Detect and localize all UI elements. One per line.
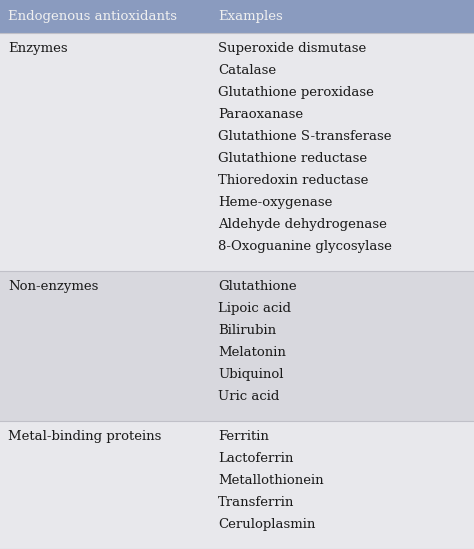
Text: 8-Oxoguanine glycosylase: 8-Oxoguanine glycosylase: [218, 240, 392, 253]
Text: Ubiquinol: Ubiquinol: [218, 368, 283, 381]
Text: Lipoic acid: Lipoic acid: [218, 302, 291, 315]
Text: Superoxide dismutase: Superoxide dismutase: [218, 42, 366, 55]
Text: Endogenous antioxidants: Endogenous antioxidants: [8, 10, 177, 23]
Bar: [0, 421, 474, 549]
Text: Metal-binding proteins: Metal-binding proteins: [8, 430, 161, 443]
Text: Melatonin: Melatonin: [218, 346, 286, 359]
Text: Paraoxanase: Paraoxanase: [218, 108, 303, 121]
Text: Glutathione: Glutathione: [218, 280, 297, 293]
Text: Lactoferrin: Lactoferrin: [218, 452, 293, 465]
Bar: [0, 271, 474, 421]
Text: Heme-oxygenase: Heme-oxygenase: [218, 196, 332, 209]
Text: Uric acid: Uric acid: [218, 390, 279, 403]
Text: Enzymes: Enzymes: [8, 42, 68, 55]
Text: Thioredoxin reductase: Thioredoxin reductase: [218, 174, 368, 187]
Text: Ceruloplasmin: Ceruloplasmin: [218, 518, 315, 531]
Text: Catalase: Catalase: [218, 64, 276, 77]
Text: Glutathione reductase: Glutathione reductase: [218, 152, 367, 165]
Text: Ferritin: Ferritin: [218, 430, 269, 443]
Text: Examples: Examples: [218, 10, 283, 23]
Text: Glutathione peroxidase: Glutathione peroxidase: [218, 86, 374, 99]
Text: Transferrin: Transferrin: [218, 496, 294, 509]
Text: Bilirubin: Bilirubin: [218, 324, 276, 337]
Text: Non-enzymes: Non-enzymes: [8, 280, 99, 293]
Text: Glutathione S-transferase: Glutathione S-transferase: [218, 130, 392, 143]
Text: Metallothionein: Metallothionein: [218, 474, 324, 487]
Bar: [0, 0, 474, 33]
Bar: [0, 33, 474, 271]
Text: Aldehyde dehydrogenase: Aldehyde dehydrogenase: [218, 218, 387, 231]
